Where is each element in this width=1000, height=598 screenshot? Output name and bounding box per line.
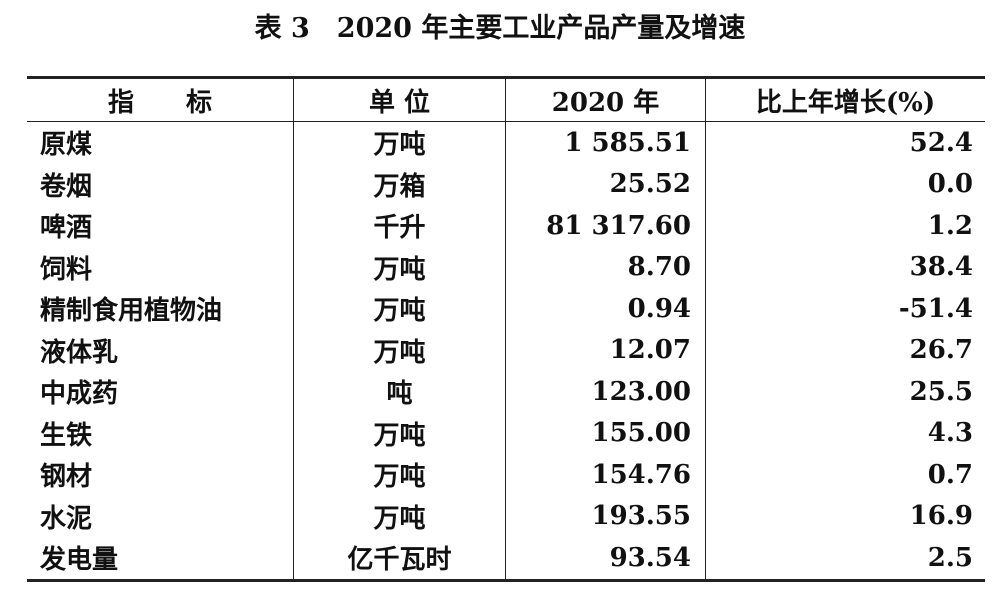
table-cell: 万箱 [293, 163, 506, 205]
header-cell: 2020 年 [505, 77, 706, 122]
table-row: 水泥 万吨 193.55 16.9 [27, 495, 985, 537]
table-cell: 38.4 [705, 246, 985, 288]
table-cell: 吨 [293, 371, 506, 413]
table-row: 卷烟 万箱 25.52 0.0 [27, 163, 985, 205]
table-cell: 193.55 [505, 495, 706, 537]
table-cell: 4.3 [705, 412, 985, 454]
table-cell: 154.76 [505, 454, 706, 496]
table-cell: 万吨 [293, 329, 506, 371]
table-cell: 8.70 [505, 246, 706, 288]
table-cell: 千升 [293, 205, 506, 247]
table-cell: 25.52 [505, 163, 706, 205]
table-cell: 16.9 [705, 495, 985, 537]
table-cell: 万吨 [293, 454, 506, 496]
table-row: 中成药 吨 123.00 25.5 [27, 371, 985, 413]
table-cell: 25.5 [705, 371, 985, 413]
table-cell: 万吨 [293, 246, 506, 288]
header-row: 指 标 单 位 2020 年比上年增长(%) [27, 77, 985, 122]
data-table: 指 标单 位 2020 年比上年增长(%) 原煤 万吨 1 585.51 52.4 卷烟万… [27, 76, 985, 582]
table-cell: 123.00 [505, 371, 706, 413]
table-cell: 万吨 [293, 495, 506, 537]
table-row: 饲料 万吨 8.70 38.4 [27, 246, 985, 288]
table-row: 发电量 亿千瓦时 93.54 2.5 [27, 537, 985, 580]
table-cell: 啤酒 [40, 213, 93, 244]
table-row: 生铁 万吨 155.00 4.3 [27, 412, 985, 454]
table-cell: 26.7 [705, 329, 985, 371]
table-cell: 0.94 [505, 288, 706, 330]
table-cell: 水泥 [40, 503, 93, 534]
table-row: 液体乳 万吨 12.07 26.7 [27, 329, 985, 371]
table-row: 精制食用植物油 万吨 0.94 -51.4 [27, 288, 985, 330]
table-cell: 155.00 [505, 412, 706, 454]
table-cell: 93.54 [505, 537, 706, 580]
table-row: 原煤 万吨 1 585.51 52.4 [27, 121, 985, 164]
table-cell: 精制食用植物油 [40, 296, 223, 327]
table-cell: 发电量 [40, 545, 119, 576]
table-cell: 万吨 [293, 121, 506, 164]
header-cell: 指 标 [107, 87, 212, 118]
table-cell: 0.7 [705, 454, 985, 496]
table-cell: 81 317.60 [505, 205, 706, 247]
table-cell: 生铁 [40, 420, 93, 451]
table-title: 表 3 2020 年主要工业产品产量及增速 [254, 13, 746, 44]
table-cell: 原煤 [40, 130, 93, 161]
header-cell: 单 位 [293, 77, 506, 122]
table-cell: 万吨 [293, 288, 506, 330]
table-cell: 液体乳 [40, 337, 119, 368]
table-cell: 2.5 [705, 537, 985, 580]
table-cell: 1.2 [705, 205, 985, 247]
table-row: 啤酒 千升 81 317.60 1.2 [27, 205, 985, 247]
table-cell: 钢材 [40, 462, 93, 493]
table-cell: 中成药 [40, 379, 119, 410]
table-cell: 52.4 [705, 121, 985, 164]
table-cell: 1 585.51 [505, 121, 706, 164]
table-cell: 亿千瓦时 [293, 537, 506, 580]
table-cell: 万吨 [293, 412, 506, 454]
header-cell: 比上年增长(%) [705, 77, 985, 122]
table-body: 原煤 万吨 1 585.51 52.4 卷烟 万箱 25.52 0.0 啤酒 千升 81 317.6… [27, 121, 985, 580]
table-cell: 饲料 [40, 254, 93, 285]
table-row: 钢材 万吨 154.76 0.7 [27, 454, 985, 496]
table-cell: 12.07 [505, 329, 706, 371]
table-cell: 0.0 [705, 163, 985, 205]
table-cell: -51.4 [705, 288, 985, 330]
table-cell: 卷烟 [40, 171, 93, 202]
